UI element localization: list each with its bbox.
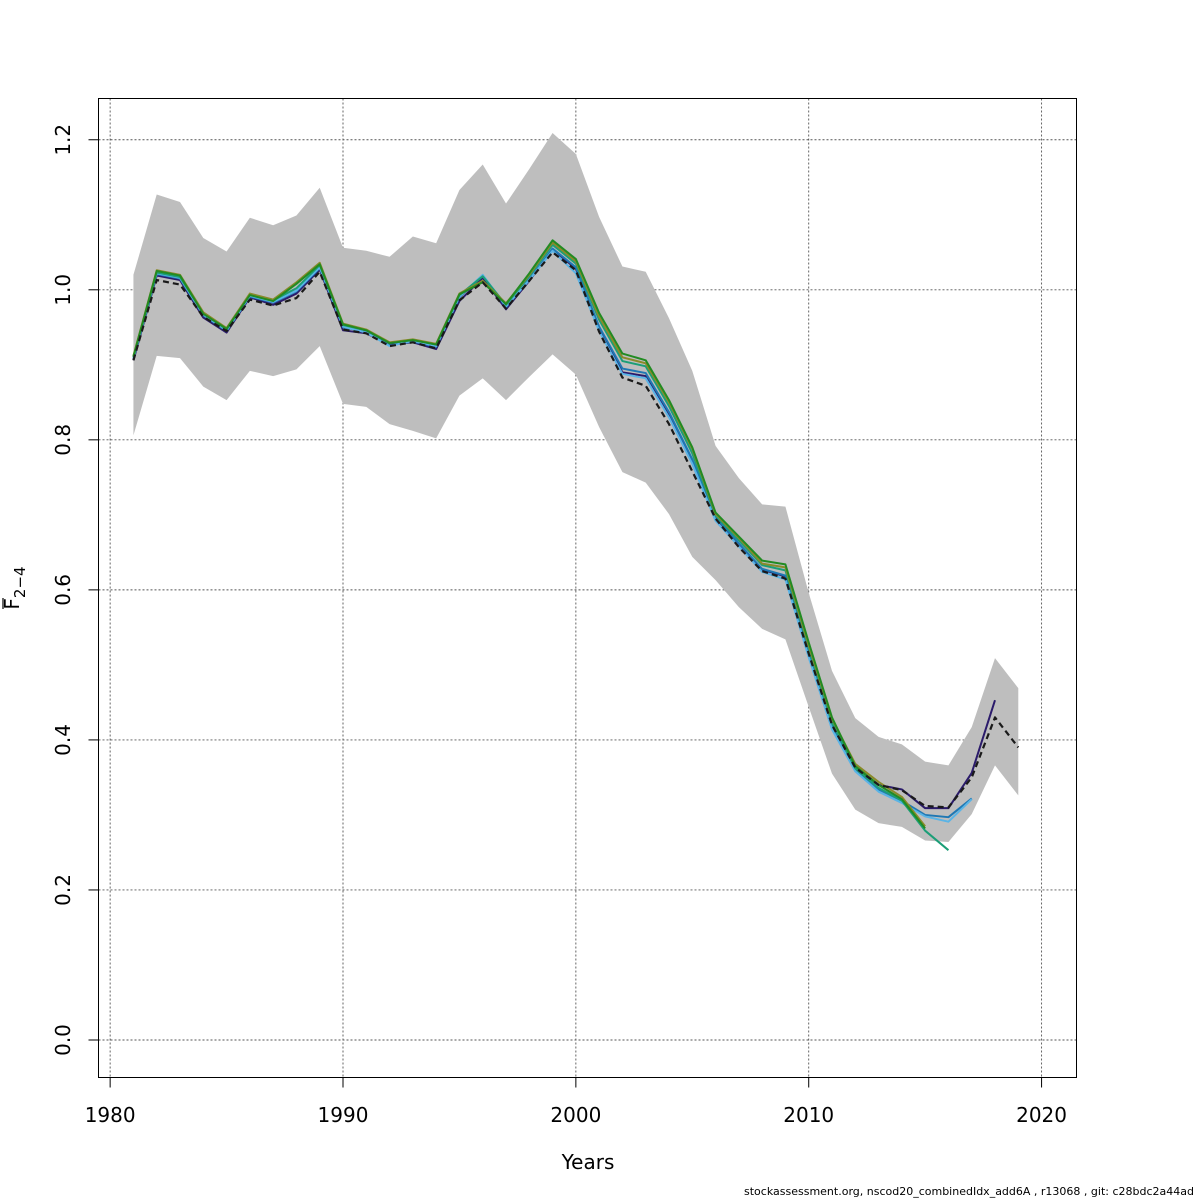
series-line-dashed (132, 251, 1020, 809)
confidence-band-layer (133, 133, 1019, 842)
x-axis-title: Years (561, 1150, 615, 1174)
x-tick-label: 2020 (1016, 1103, 1067, 1127)
y-tick-label: 0.6 (51, 574, 75, 606)
footer-caption: stockassessment.org, nscod20_combinedIdx… (744, 1185, 1194, 1198)
plot-frame (98, 98, 1077, 1078)
y-tick-label: 0.8 (51, 424, 75, 456)
y-tick-label: 0.0 (51, 1024, 75, 1056)
y-tick-label: 1.0 (51, 274, 75, 306)
y-tick-label: 0.2 (51, 874, 75, 906)
x-tick-label: 2010 (783, 1103, 834, 1127)
y-axis-title-subscript: 2−4 (11, 566, 29, 598)
series-line-6 (132, 239, 926, 830)
y-axis-title-base: F (0, 598, 24, 610)
x-tick-label: 1980 (85, 1103, 136, 1127)
series-layer (132, 239, 1020, 851)
y-tick-label: 1.2 (51, 124, 75, 156)
x-tick-label: 1990 (318, 1103, 369, 1127)
y-tick-label: 0.4 (51, 724, 75, 756)
confidence-band (133, 133, 1019, 842)
x-axis: 1980 1990 2000 2010 2020 (85, 1077, 1067, 1127)
y-axis: 0.0 0.2 0.4 0.6 0.8 1.0 1.2 (51, 124, 99, 1056)
y-axis-title: F2−4 (0, 566, 29, 609)
x-tick-label: 2000 (550, 1103, 601, 1127)
